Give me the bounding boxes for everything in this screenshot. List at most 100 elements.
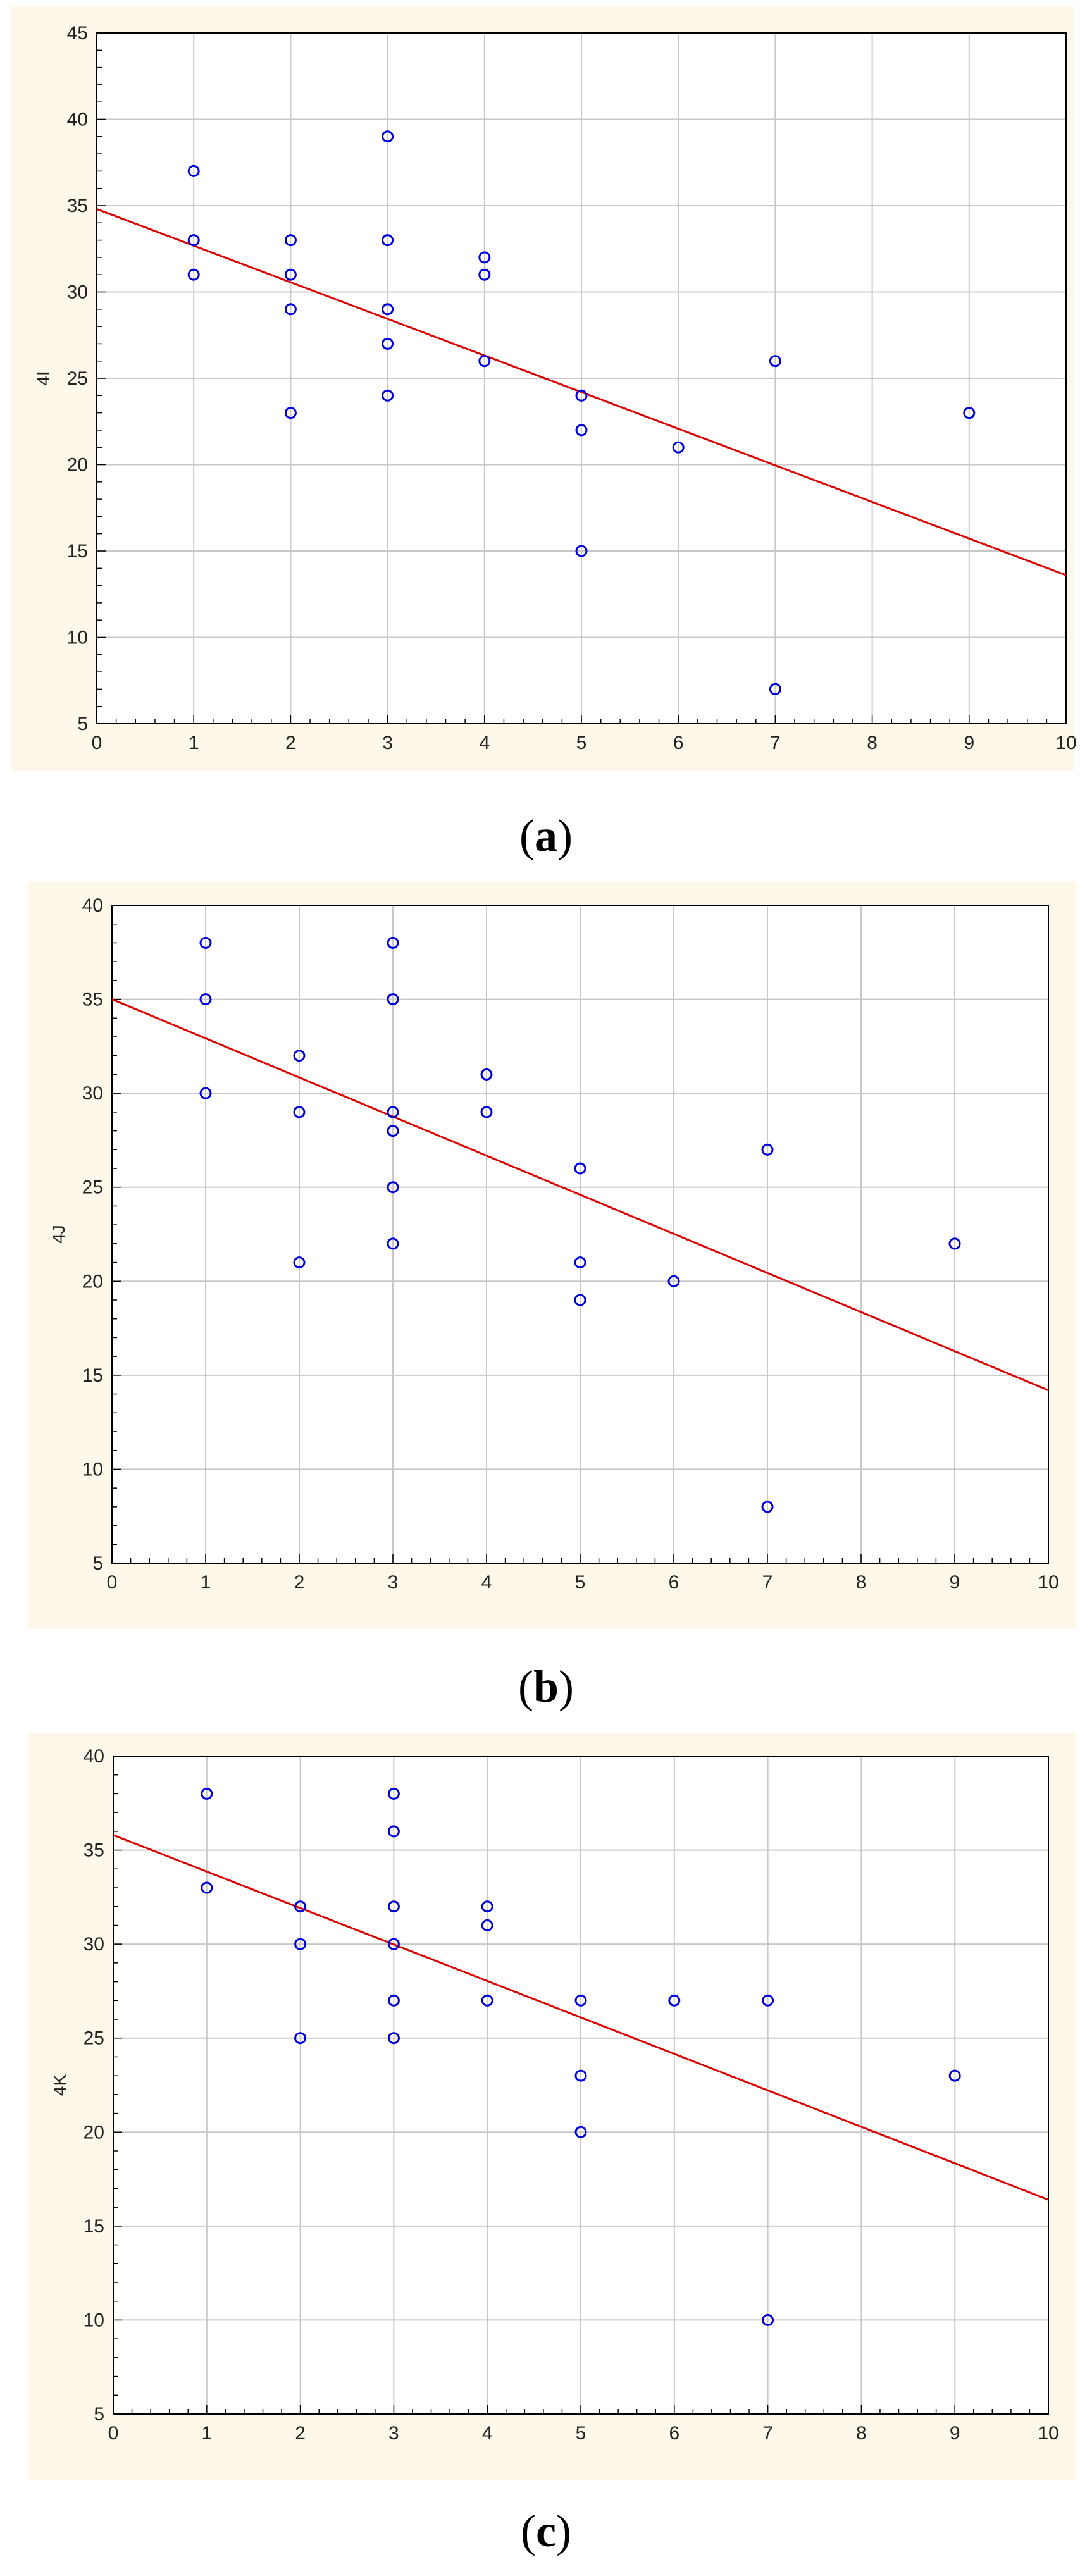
- data-point: [201, 1787, 213, 1800]
- caption-b-letter: b: [533, 1661, 559, 1712]
- chart-panel-c: 0 1 2 3 4 5 6 7 8 9 10 5 10 15 20 25 30 35 40 4K: [28, 1733, 1076, 2480]
- y-tick-label: 35: [67, 195, 88, 216]
- data-point: [387, 993, 399, 1006]
- x-tick-label: 9: [950, 1572, 960, 1593]
- scatter-chart-b: 0 1 2 3 4 5 6 7 8 9 10 5 10 15 20 25 30 35 40 4J: [49, 895, 1059, 1593]
- data-point: [284, 303, 297, 316]
- data-point: [574, 1256, 586, 1269]
- plot-frame: [113, 1756, 1049, 2415]
- y-tick-label: 45: [67, 23, 88, 44]
- x-tick-label: 5: [575, 1572, 586, 1593]
- x-tick-label: 2: [285, 733, 296, 753]
- x-tick-label: 2: [294, 1572, 305, 1593]
- y-tick-label: 30: [67, 282, 88, 303]
- data-point: [294, 2032, 307, 2045]
- caption-a: (a): [0, 810, 1092, 862]
- y-tick-label: 10: [84, 2310, 104, 2331]
- regression-line: [111, 998, 1049, 1392]
- x-tick-label: 9: [964, 733, 974, 753]
- y-tick-label: 25: [84, 2028, 104, 2049]
- x-tick-label: 7: [770, 733, 781, 753]
- x-tick-label: 10: [1055, 733, 1076, 753]
- y-tick-label: 20: [82, 1271, 103, 1292]
- y-tick-label: 30: [84, 1934, 104, 1955]
- data-point: [387, 1825, 400, 1838]
- x-tick-label: 6: [669, 1572, 679, 1593]
- x-tick-label: 0: [92, 733, 102, 753]
- data-point: [574, 1294, 586, 1306]
- x-tick-label: 5: [576, 733, 587, 753]
- data-point: [478, 268, 491, 281]
- caption-c-letter: c: [536, 2506, 556, 2556]
- y-tick-label: 10: [82, 1459, 103, 1480]
- data-point: [387, 1938, 400, 1950]
- data-point: [574, 2069, 587, 2082]
- x-tick-label: 1: [189, 733, 199, 753]
- x-tick-label: 6: [669, 2423, 679, 2444]
- y-tick-label: 15: [84, 2216, 104, 2237]
- regression-line: [96, 208, 1067, 576]
- data-point: [187, 164, 200, 177]
- data-point: [761, 1143, 774, 1156]
- data-point: [667, 1275, 680, 1287]
- caption-c-open: (: [521, 2506, 537, 2556]
- x-tick-label: 3: [382, 733, 393, 753]
- x-tick-label: 3: [388, 2423, 399, 2444]
- data-point: [382, 130, 394, 143]
- x-tick-label: 3: [388, 1572, 399, 1593]
- data-point: [575, 545, 588, 557]
- y-tick-label: 25: [82, 1177, 103, 1198]
- data-point: [382, 234, 394, 247]
- y-tick-label: 40: [84, 1746, 104, 1767]
- scatter-chart-c: 0 1 2 3 4 5 6 7 8 9 10 5 10 15 20 25 30 35 40 4K: [50, 1746, 1059, 2444]
- data-point: [199, 936, 212, 949]
- y-tick-label: 25: [67, 368, 88, 389]
- data-point: [187, 268, 200, 281]
- data-point: [769, 355, 781, 368]
- plot-frame: [96, 32, 1067, 724]
- y-tick-label: 15: [82, 1365, 103, 1386]
- data-point: [575, 424, 588, 437]
- caption-a-letter: a: [535, 810, 557, 861]
- data-point: [963, 407, 976, 419]
- y-tick-label: 10: [67, 628, 88, 648]
- caption-a-close: ): [557, 810, 573, 861]
- data-point: [761, 1501, 774, 1513]
- data-point: [199, 1087, 212, 1099]
- data-point: [481, 1900, 493, 1913]
- data-point: [762, 2313, 774, 2326]
- data-point: [382, 389, 394, 402]
- data-point: [668, 1994, 681, 2007]
- data-point: [574, 1162, 586, 1175]
- x-tick-label: 4: [481, 1572, 492, 1593]
- y-axis-label: 4K: [50, 2074, 70, 2096]
- data-point: [481, 1919, 493, 1931]
- x-tick-label: 8: [856, 1572, 867, 1593]
- data-point: [387, 936, 399, 949]
- data-point: [574, 2126, 587, 2138]
- y-tick-label: 35: [84, 1840, 104, 1861]
- data-point: [387, 1181, 399, 1194]
- x-tick-label: 6: [673, 733, 684, 753]
- data-point: [284, 234, 297, 247]
- y-tick-label: 40: [67, 109, 88, 130]
- data-point: [382, 337, 394, 350]
- data-point: [387, 1787, 400, 1800]
- data-point: [948, 2069, 961, 2082]
- data-point: [478, 251, 491, 264]
- data-point: [948, 1237, 961, 1250]
- data-point: [387, 2032, 400, 2045]
- y-tick-label: 35: [82, 989, 103, 1010]
- x-tick-label: 1: [201, 1572, 211, 1593]
- plot-frame: [111, 905, 1049, 1564]
- data-point: [293, 1050, 306, 1062]
- data-point: [574, 1994, 587, 2007]
- x-tick-label: 7: [762, 2423, 773, 2444]
- y-axis-label: 4I: [34, 371, 53, 385]
- x-tick-label: 10: [1038, 1572, 1058, 1593]
- data-point: [387, 1125, 399, 1137]
- data-point: [382, 303, 394, 316]
- x-tick-label: 8: [856, 2423, 867, 2444]
- x-tick-label: 0: [107, 1572, 118, 1593]
- x-tick-label: 4: [479, 733, 490, 753]
